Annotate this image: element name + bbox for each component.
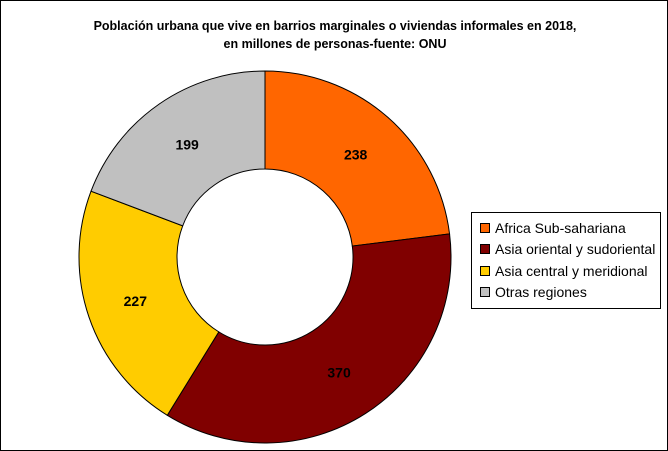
legend-label: Asia central y meridional [495,262,648,279]
data-label-africa-subsahariana: 238 [344,146,368,162]
legend-swatch [480,244,490,255]
data-label-otras-regiones: 199 [175,136,199,152]
legend: Africa Sub-sahariana Asia oriental y sud… [471,212,661,309]
legend-swatch [480,265,490,276]
legend-item-asia-oriental: Asia oriental y sudoriental [480,239,660,261]
legend-item-asia-central: Asia central y meridional [480,260,660,282]
donut-slice-asia-central [78,190,220,416]
chart-title-line-2: en millones de personas-fuente: ONU [223,37,447,51]
legend-label: Africa Sub-sahariana [495,219,626,236]
donut-slice-africa-subsahariana [264,70,451,247]
legend-label: Otras regiones [495,284,587,301]
data-label-asia-central: 227 [124,293,148,309]
legend-label: Asia oriental y sudoriental [495,241,656,258]
data-label-asia-oriental: 370 [327,364,351,380]
legend-item-otras-regiones: Otras regiones [480,282,660,304]
chart-title: Población urbana que vive en barrios mar… [1,17,667,53]
legend-swatch [480,287,490,298]
donut-slice-asia-oriental [166,233,452,444]
legend-item-africa-subsahariana: Africa Sub-sahariana [480,217,660,239]
chart-title-line-1: Población urbana que vive en barrios mar… [93,19,577,33]
donut-slice-otras-regiones [90,70,266,227]
legend-swatch [480,222,490,233]
